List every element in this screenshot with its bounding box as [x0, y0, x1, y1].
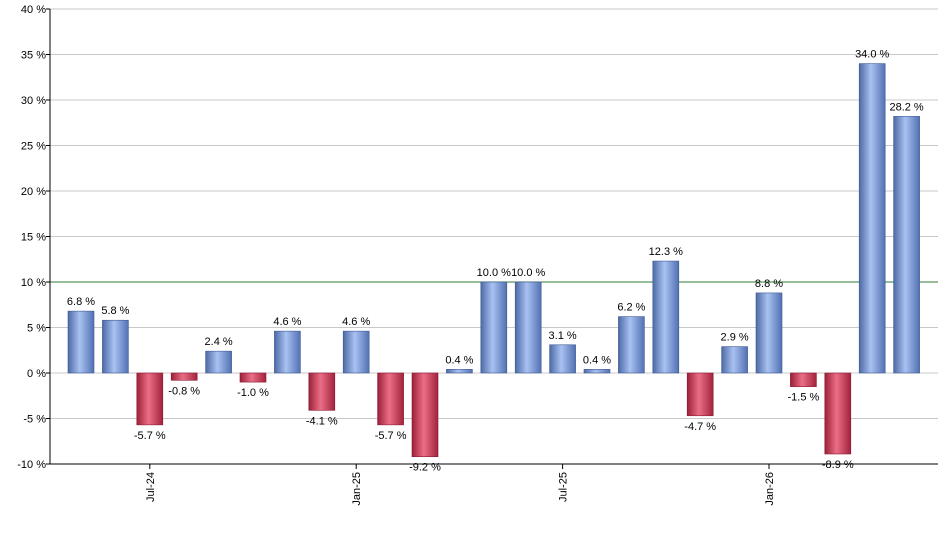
bar: [274, 330, 301, 374]
y-tick-label: 40 %: [21, 4, 46, 16]
y-tick-label: 10 %: [21, 277, 46, 289]
bar: [480, 281, 508, 374]
y-tick-label: 20 %: [21, 186, 46, 198]
data-label: -0.8 %: [168, 385, 200, 397]
bar: [377, 372, 404, 426]
data-label: -8.9 %: [822, 459, 854, 471]
x-axis-ticks: Jul-24 Jan-25 Jul-25 Jan-26: [145, 464, 776, 506]
bar: [858, 63, 886, 374]
bar: [824, 372, 852, 455]
y-tick-label: 5 %: [27, 323, 46, 335]
y-axis-ticks: 40 % 35 % 30 % 25 % 20 % 15 % 10 % 5 % 0 % -5 % -1…: [17, 4, 50, 471]
data-label: 10.0 %: [511, 267, 545, 279]
data-label: 6.8 %: [67, 296, 95, 308]
y-tick-label: 25 %: [21, 141, 46, 153]
data-label: -5.7 %: [134, 430, 166, 442]
bar: [342, 330, 370, 374]
bar: [446, 369, 473, 374]
data-label: -1.5 %: [788, 392, 820, 404]
bar: [755, 292, 783, 374]
bar: [102, 319, 129, 374]
y-tick-label: -5 %: [23, 414, 46, 426]
bar: [893, 116, 920, 374]
bar: [205, 350, 232, 374]
data-label: 8.8 %: [755, 278, 783, 290]
data-label: 28.2 %: [889, 101, 923, 113]
data-label: 10.0 %: [477, 267, 511, 279]
y-tick-label: 0 %: [27, 368, 46, 380]
data-label: -4.7 %: [684, 421, 716, 433]
x-tick-label: Jan-26: [764, 472, 776, 506]
data-label: 2.4 %: [205, 336, 233, 348]
y-tick-label: 15 %: [21, 232, 46, 244]
data-label: 6.2 %: [617, 302, 645, 314]
y-tick-label: -10 %: [17, 459, 46, 471]
bar: [790, 372, 817, 387]
x-tick-label: Jan-25: [351, 472, 363, 506]
bar: [514, 281, 542, 374]
x-tick-label: Jul-24: [145, 472, 157, 502]
bar: [721, 346, 748, 374]
data-label: -9.2 %: [409, 462, 441, 474]
data-label: -5.7 %: [375, 430, 407, 442]
data-labels: 6.8 % 5.8 % -5.7 % -0.8 % 2.4 % -1.0 % 4.6 % -4…: [67, 49, 924, 474]
data-label: 2.9 %: [721, 332, 749, 344]
data-label: 0.4 %: [583, 354, 611, 366]
data-label: -1.0 %: [237, 387, 269, 399]
bar: [136, 372, 164, 426]
data-label: 12.3 %: [649, 246, 683, 258]
data-label: 4.6 %: [273, 316, 301, 328]
y-tick-label: 30 %: [21, 95, 46, 107]
bar: [652, 260, 680, 374]
data-label: 3.1 %: [549, 330, 577, 342]
bar: [239, 372, 267, 383]
data-label: 34.0 %: [855, 49, 889, 61]
bar: [618, 316, 645, 374]
bar: [308, 372, 336, 411]
data-label: -4.1 %: [306, 415, 338, 427]
y-tick-label: 35 %: [21, 50, 46, 62]
x-tick-label: Jul-25: [558, 472, 570, 502]
bar: [170, 372, 198, 381]
data-label: 5.8 %: [101, 305, 129, 317]
bar: [686, 372, 714, 417]
data-label: 4.6 %: [342, 316, 370, 328]
bar: [411, 372, 439, 458]
data-label: 0.4 %: [445, 354, 473, 366]
bar: [583, 369, 611, 374]
bar: [549, 344, 576, 374]
bars: [67, 63, 920, 458]
bar: [67, 310, 95, 374]
